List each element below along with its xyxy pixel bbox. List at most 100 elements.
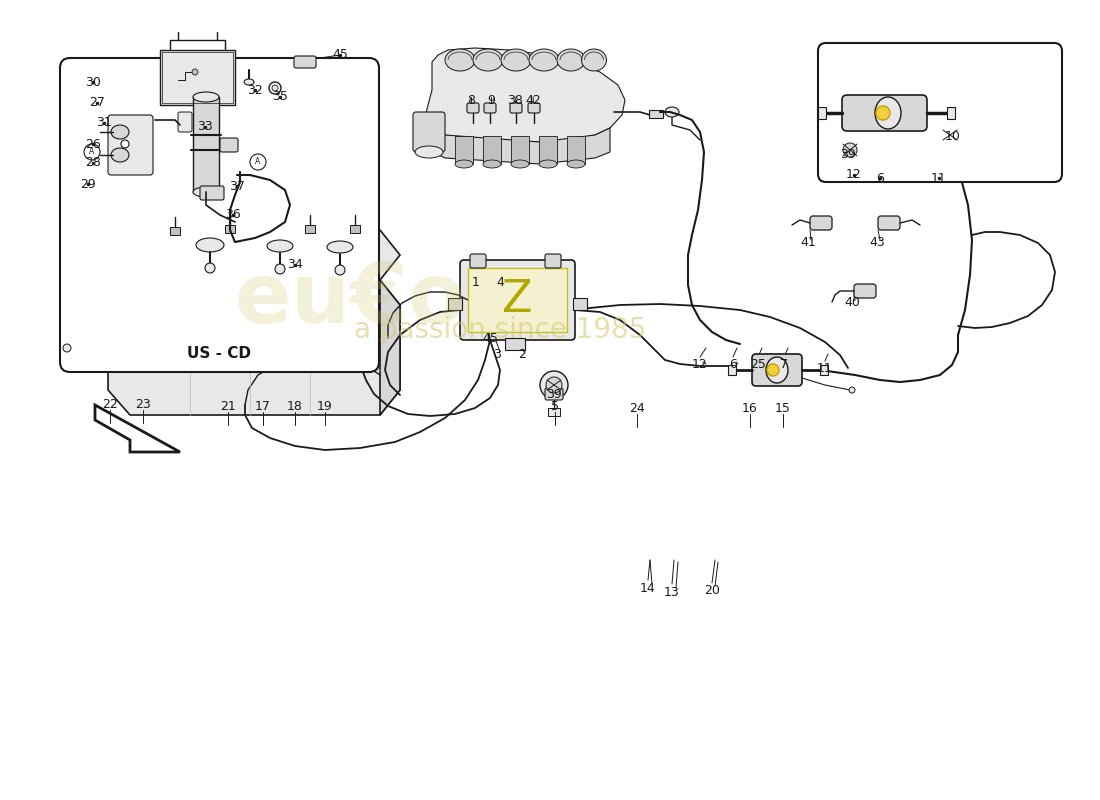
Ellipse shape [446, 49, 475, 71]
Bar [512, 136, 529, 164]
Text: 8: 8 [468, 94, 475, 106]
Ellipse shape [566, 160, 585, 168]
Text: 34: 34 [287, 258, 303, 271]
Polygon shape [425, 48, 625, 142]
Polygon shape [432, 128, 610, 164]
Text: 14: 14 [640, 582, 656, 594]
FancyBboxPatch shape [878, 216, 900, 230]
FancyBboxPatch shape [854, 284, 876, 298]
FancyBboxPatch shape [544, 254, 561, 268]
Circle shape [940, 125, 960, 145]
Ellipse shape [582, 49, 606, 71]
Text: 43: 43 [869, 235, 884, 249]
Text: 17: 17 [255, 401, 271, 414]
Circle shape [84, 144, 100, 160]
Text: 22: 22 [102, 398, 118, 411]
Text: 41: 41 [800, 235, 816, 249]
FancyBboxPatch shape [412, 112, 446, 152]
Circle shape [121, 140, 129, 148]
Bar [324, 227, 353, 247]
Circle shape [540, 371, 568, 399]
Ellipse shape [512, 160, 529, 168]
Text: 15: 15 [776, 402, 791, 415]
Text: Z: Z [502, 278, 532, 322]
Bar [649, 110, 663, 118]
Text: 4: 4 [496, 275, 504, 289]
Text: 25: 25 [750, 358, 766, 370]
Ellipse shape [192, 92, 219, 102]
Bar [170, 227, 180, 235]
Text: 6: 6 [729, 358, 737, 370]
Text: 5: 5 [551, 401, 559, 414]
Text: 27: 27 [89, 97, 104, 110]
Circle shape [767, 364, 779, 376]
FancyBboxPatch shape [544, 388, 563, 400]
Ellipse shape [874, 97, 901, 129]
Polygon shape [108, 280, 400, 415]
Text: 28: 28 [85, 157, 101, 170]
FancyBboxPatch shape [108, 115, 153, 175]
Ellipse shape [192, 187, 219, 197]
Text: 39: 39 [546, 389, 562, 402]
FancyBboxPatch shape [220, 138, 238, 152]
Circle shape [272, 85, 278, 91]
FancyBboxPatch shape [60, 58, 380, 372]
Bar [162, 52, 233, 103]
Circle shape [205, 263, 214, 273]
Text: 36: 36 [226, 209, 241, 222]
Bar [820, 365, 828, 375]
Bar [483, 136, 500, 164]
FancyBboxPatch shape [484, 103, 496, 113]
Text: a passion since 1985: a passion since 1985 [354, 316, 646, 344]
Text: 9: 9 [487, 94, 495, 106]
Text: 26: 26 [85, 138, 101, 150]
Text: 16: 16 [742, 402, 758, 415]
Ellipse shape [327, 241, 353, 253]
Text: eu€o: eu€o [234, 259, 465, 341]
FancyBboxPatch shape [752, 354, 802, 386]
Bar [195, 225, 226, 245]
FancyBboxPatch shape [818, 43, 1062, 182]
Bar [226, 225, 235, 233]
Text: 32: 32 [248, 83, 263, 97]
Text: 29: 29 [80, 178, 96, 190]
Text: 1: 1 [472, 275, 480, 289]
Text: 19: 19 [317, 401, 333, 414]
Ellipse shape [666, 107, 679, 117]
Bar [566, 136, 585, 164]
Text: 30: 30 [85, 75, 101, 89]
Bar [448, 298, 462, 310]
Ellipse shape [111, 125, 129, 139]
Text: 37: 37 [229, 179, 245, 193]
Text: 10: 10 [945, 130, 961, 143]
Text: 3: 3 [493, 349, 500, 362]
Ellipse shape [190, 221, 230, 239]
Circle shape [63, 344, 72, 352]
Text: 2: 2 [518, 349, 526, 362]
Ellipse shape [500, 49, 531, 71]
Text: 24: 24 [629, 402, 645, 415]
Text: 31: 31 [96, 117, 112, 130]
Text: 6: 6 [876, 171, 884, 185]
Ellipse shape [539, 160, 557, 168]
Text: 45: 45 [482, 331, 498, 345]
Bar [947, 107, 955, 119]
Ellipse shape [323, 222, 358, 238]
Bar [305, 225, 315, 233]
Text: 11: 11 [817, 362, 833, 374]
Ellipse shape [483, 160, 500, 168]
Text: 33: 33 [197, 121, 213, 134]
Ellipse shape [267, 240, 293, 252]
Text: 40: 40 [844, 297, 860, 310]
Text: 42: 42 [525, 94, 541, 106]
Ellipse shape [766, 357, 788, 383]
Text: A: A [255, 158, 261, 166]
Circle shape [843, 143, 857, 157]
Bar [468, 268, 566, 332]
Bar [192, 97, 219, 192]
Text: 18: 18 [287, 401, 303, 414]
Ellipse shape [455, 160, 473, 168]
Bar [455, 136, 473, 164]
Circle shape [336, 265, 345, 275]
Bar [160, 50, 235, 105]
